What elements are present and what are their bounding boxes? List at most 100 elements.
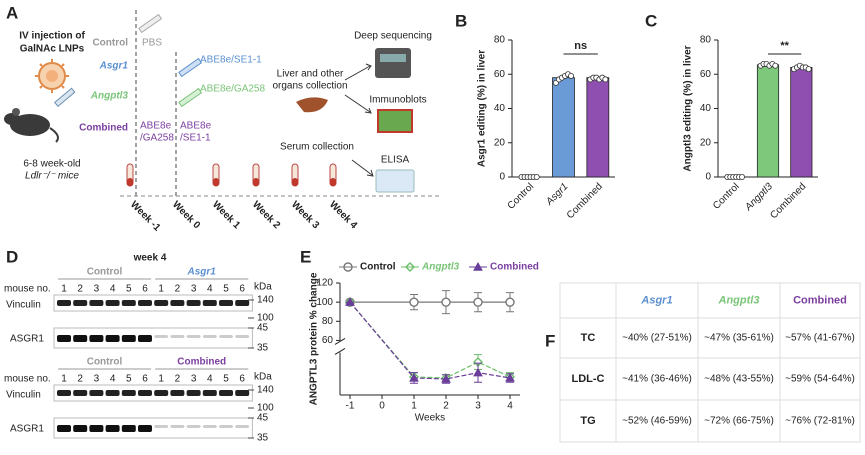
band [89,425,104,432]
band [57,300,71,306]
y-tick-label: 80 [322,316,334,327]
unit-label: kDa [254,282,272,293]
y-tick-label: 0 [705,172,711,183]
row-header: LDL-C [572,373,605,385]
group-label: Control [87,357,123,368]
y-tick-label: 40 [700,103,712,114]
band [202,300,217,306]
lane-number: 2 [77,284,83,295]
lnp-icon [35,59,69,93]
lane-number: 1 [158,374,164,385]
band [89,390,104,396]
readout: organs collection [272,81,347,92]
band [202,425,217,428]
band [235,425,250,428]
size-marker: 35 [257,343,269,354]
bar [756,64,780,178]
row-header: TC [581,332,596,344]
sequencer-icon [380,54,406,62]
arrows [344,63,374,177]
group-label: Combined [79,123,128,134]
week-label: Week 2 [250,199,282,231]
series-line [349,301,511,379]
lane-number: 6 [142,374,148,385]
elisa-icon [375,169,415,193]
panel-label: D [6,247,18,266]
treatment: ABE8e/GA258 [200,84,265,95]
group-label: Control [87,267,123,278]
data-point [772,62,779,69]
week-label: Week 1 [210,199,242,231]
band [219,300,233,306]
x-tick-label: Combined [768,181,808,221]
table-header: Angptl3 [718,294,760,306]
x-tick-label: 1 [411,401,417,412]
band [138,335,152,342]
y-tick-label: 20 [494,137,506,148]
blot-background [53,327,253,349]
data-point [409,372,419,382]
row-label: mouse no. [4,374,51,385]
lane-number: 6 [142,284,148,295]
lane-number: 2 [175,284,181,295]
x-tick-label: -1 [346,401,355,412]
panel-label: C [645,11,657,30]
table-cell: ~59% (54-64%) [785,374,855,385]
readout: Liver and other [277,69,344,80]
band [89,300,104,306]
table-cell: ~57% (41-67%) [785,333,855,344]
band [121,300,136,306]
x-tick-label: 4 [507,401,513,412]
y-tick-label: 60 [700,69,712,80]
significance-label: ** [780,40,789,52]
lane-number: 4 [207,284,213,295]
readout: Deep sequencing [354,31,432,42]
series-line [349,301,511,380]
panel-a: IV injection of GalNAc LNPs 6-8 week-old… [4,10,440,234]
x-tick-label: Combined [565,181,605,221]
y-axis-label: ANGPTL3 protein % change [309,272,320,405]
sequencer-icon [375,48,411,78]
lane-number: 4 [110,374,116,385]
treatment: ABE8e/SE1-1 [200,55,262,66]
band [105,300,120,306]
mouse-icon [4,87,76,143]
band [121,335,136,342]
lane-number: 3 [94,374,100,385]
lane-number: 6 [239,374,245,385]
band [170,425,185,428]
band [154,390,169,396]
protein-label: Vinculin [6,390,41,401]
band [219,335,233,338]
band [121,425,136,432]
size-marker: 45 [257,323,269,334]
protein-label: Vinculin [6,300,41,311]
band [202,335,217,338]
data-point [409,297,419,307]
lane-number: 3 [191,374,197,385]
data-point [602,76,609,83]
band [73,390,88,396]
lane-number: 2 [77,374,83,385]
x-axis-label: Weeks [415,413,445,424]
band [154,425,169,428]
lane-number: 4 [110,284,116,295]
week-label: Week 3 [289,199,321,231]
readout: ELISA [381,155,410,166]
panel-label: B [455,11,467,30]
band [186,335,201,338]
table-frame [559,282,861,443]
treatment: /SE1-1 [180,133,211,144]
band [235,335,250,338]
table-cell: ~40% (27-51%) [622,333,692,344]
table-header: Combined [793,294,847,306]
band [219,425,233,428]
band [138,300,152,306]
band [186,390,201,396]
y-tick-label: 40 [494,103,506,114]
liver-icon [296,97,328,113]
band [170,300,185,306]
bar [586,77,610,178]
group-label: Angptl3 [90,91,129,102]
